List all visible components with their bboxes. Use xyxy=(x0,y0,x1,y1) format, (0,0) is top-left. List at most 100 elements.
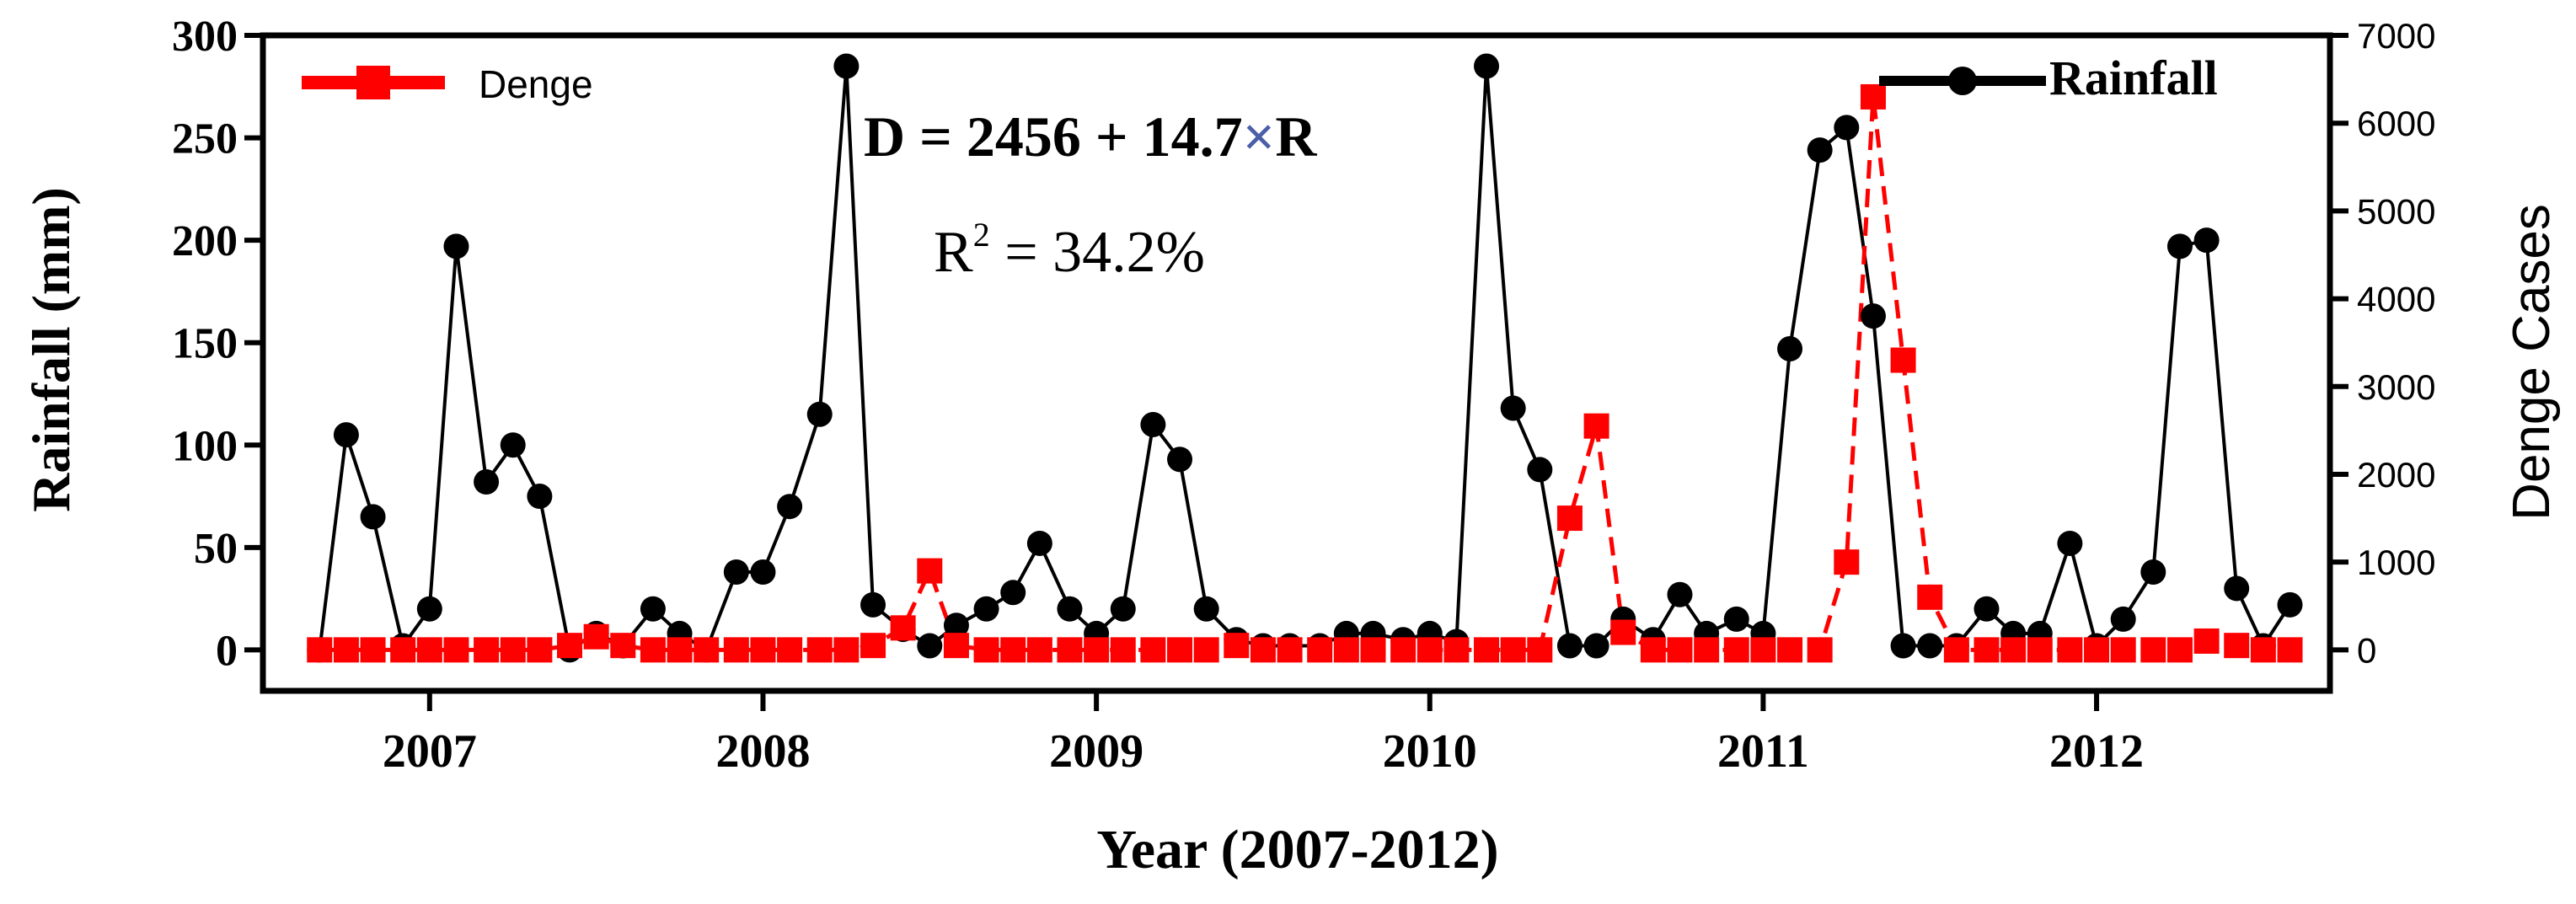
rainfall-point xyxy=(1860,303,1886,329)
rainfall-point xyxy=(474,469,500,495)
y-right-tick-label: 2000 xyxy=(2357,455,2435,495)
denge-point xyxy=(694,637,720,663)
rainfall-point xyxy=(1057,596,1083,622)
equation-suffix: R xyxy=(1275,104,1317,168)
denge-point xyxy=(474,637,500,663)
x-tick-label: 2009 xyxy=(1049,725,1143,778)
rainfall-point xyxy=(1667,581,1693,607)
legend-denge-label: Denge xyxy=(479,62,593,106)
rainfall-point xyxy=(806,401,833,427)
denge-point xyxy=(1834,549,1860,575)
rainfall-point xyxy=(1167,447,1193,473)
rainfall-point xyxy=(640,596,666,622)
rainfall-point xyxy=(333,422,359,448)
rainfall-point xyxy=(2193,227,2220,254)
denge-point xyxy=(2057,637,2083,663)
denge-point xyxy=(1443,637,1470,663)
rainfall-point xyxy=(833,53,860,79)
regression-equation: D = 2456 + 14.7×R xyxy=(864,104,1317,168)
denge-point xyxy=(1583,413,1609,439)
rainfall-point xyxy=(416,596,442,622)
denge-point xyxy=(1250,637,1276,663)
denge-point xyxy=(2110,637,2136,663)
x-tick-label: 2012 xyxy=(2049,725,2144,778)
denge-point xyxy=(1224,633,1250,659)
denge-point xyxy=(2000,637,2027,663)
rainfall-point xyxy=(360,504,386,530)
denge-point xyxy=(1556,505,1583,532)
denge-point xyxy=(2084,637,2110,663)
denge-point xyxy=(1667,637,1693,663)
rainfall-point xyxy=(1890,633,1916,659)
rainfall-point xyxy=(1777,335,1803,361)
denge-point xyxy=(583,623,609,650)
denge-point xyxy=(527,637,553,663)
y-right-tick-label: 1000 xyxy=(2357,543,2435,582)
denge-point xyxy=(723,637,749,663)
rainfall-point xyxy=(777,494,803,520)
r2-value: = 34.2% xyxy=(990,220,1205,285)
rainfall-point xyxy=(1000,580,1026,606)
denge-point xyxy=(1807,637,1833,663)
denge-point xyxy=(833,637,860,663)
y-left-tick-label: 300 xyxy=(172,13,238,61)
denge-point xyxy=(2193,628,2220,654)
rainfall-point xyxy=(1917,633,1943,659)
rainfall-point xyxy=(2057,530,2083,556)
denge-point xyxy=(1750,637,1776,663)
y-right-tick-label: 7000 xyxy=(2357,16,2435,56)
y-right-tick-label: 3000 xyxy=(2357,367,2435,407)
y-axis-title-left: Rainfall (mm) xyxy=(21,187,81,512)
rainfall-point xyxy=(973,596,999,622)
denge-point xyxy=(2250,637,2276,663)
y-left-tick-label: 200 xyxy=(172,217,238,265)
denge-line xyxy=(319,94,2290,652)
denge-point xyxy=(2224,633,2250,659)
rainfall-point xyxy=(527,484,553,510)
denge-point xyxy=(2166,637,2193,663)
denge-point xyxy=(333,637,359,663)
denge-point xyxy=(1057,637,1083,663)
rainfall-point xyxy=(1110,596,1136,622)
equation-prefix: D = 2456 + 14.7 xyxy=(864,104,1243,168)
denge-point xyxy=(1777,637,1803,663)
denge-point xyxy=(890,615,916,641)
denge-point xyxy=(1694,637,1720,663)
denge-point xyxy=(1640,637,1666,663)
denge-point xyxy=(806,637,833,663)
rainfall-point xyxy=(1527,457,1553,483)
rainfall-point xyxy=(2110,606,2136,632)
denge-point xyxy=(943,633,969,659)
axes: 0501001502002503000100020003000400050006… xyxy=(172,13,2435,778)
denge-point xyxy=(1860,83,1886,110)
y-right-tick-label: 4000 xyxy=(2357,280,2435,319)
rainfall-point xyxy=(1583,633,1609,659)
denge-point xyxy=(917,558,943,584)
denge-point xyxy=(1974,637,2000,663)
rainfall-point xyxy=(1193,596,1219,622)
denge-point xyxy=(667,637,693,663)
denge-point xyxy=(1167,637,1193,663)
r2-exp: 2 xyxy=(973,216,990,254)
denge-point xyxy=(2277,637,2303,663)
rainfall-point xyxy=(860,591,886,618)
denge-point xyxy=(1527,637,1553,663)
denge-point xyxy=(2027,637,2053,663)
rainfall-point xyxy=(1026,530,1052,556)
rainfall-point xyxy=(1834,115,1860,141)
denge-point xyxy=(1000,637,1026,663)
x-tick-label: 2011 xyxy=(1717,725,1809,778)
r-squared: R2 = 34.2% xyxy=(934,216,1205,285)
denge-point xyxy=(416,637,442,663)
y-left-tick-label: 250 xyxy=(172,115,238,163)
rainfall-point xyxy=(2224,575,2250,602)
denge-point xyxy=(1610,619,1636,645)
rainfall-point xyxy=(1807,137,1833,163)
y-left-tick-label: 0 xyxy=(216,627,238,675)
denge-point xyxy=(973,637,999,663)
denge-point xyxy=(1390,637,1417,663)
denge-point xyxy=(390,637,416,663)
y-right-tick-label: 5000 xyxy=(2357,191,2435,231)
equation-times: × xyxy=(1243,104,1276,168)
